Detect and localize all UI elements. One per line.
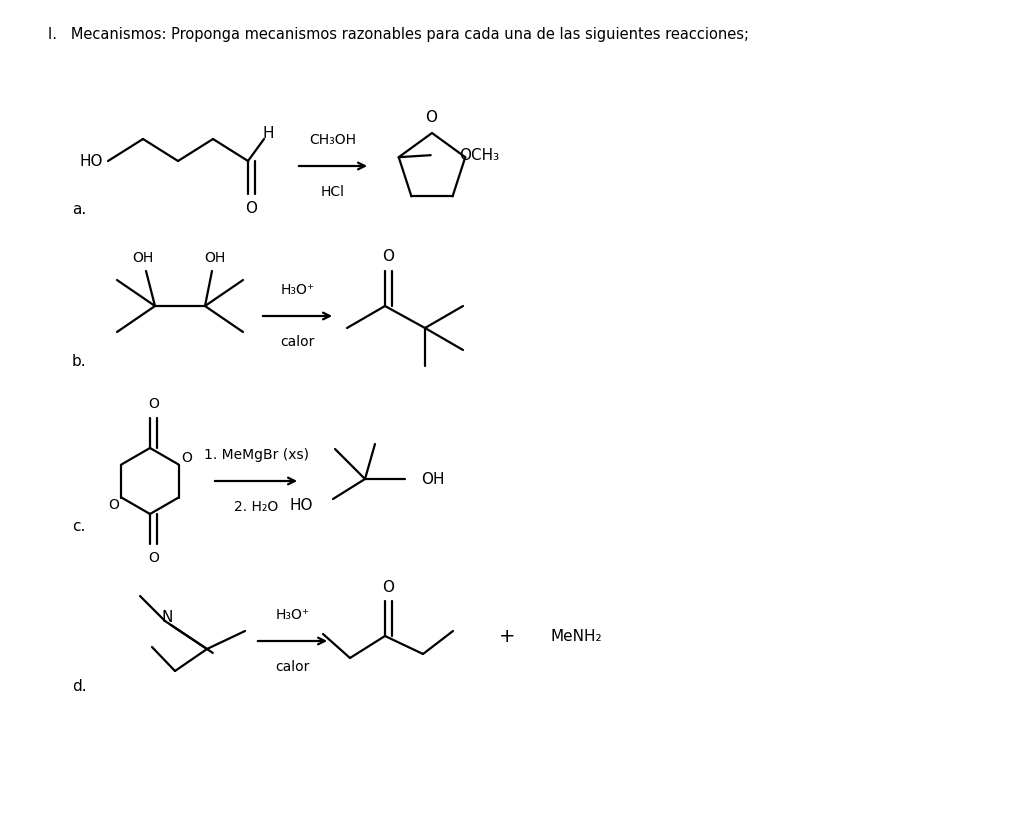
- Text: OH: OH: [421, 471, 444, 487]
- Text: HO: HO: [290, 498, 313, 512]
- Text: 1. MeMgBr (xs): 1. MeMgBr (xs): [204, 448, 308, 462]
- Text: H: H: [262, 126, 273, 140]
- Text: O: O: [383, 580, 394, 594]
- Text: O: O: [245, 200, 257, 215]
- Text: HO: HO: [80, 154, 103, 168]
- Text: H₃O⁺: H₃O⁺: [281, 283, 314, 297]
- Text: O: O: [147, 397, 159, 411]
- Text: calor: calor: [281, 335, 314, 349]
- Text: a.: a.: [72, 201, 86, 217]
- Text: OH: OH: [132, 251, 154, 265]
- Text: O: O: [108, 498, 119, 511]
- Text: +: +: [499, 626, 515, 645]
- Text: O: O: [425, 109, 437, 125]
- Text: HCl: HCl: [321, 185, 345, 199]
- Text: c.: c.: [72, 519, 85, 534]
- Text: OCH₃: OCH₃: [459, 148, 499, 163]
- Text: I.   Mecanismos: Proponga mecanismos razonables para cada una de las siguientes : I. Mecanismos: Proponga mecanismos razon…: [48, 26, 749, 42]
- Text: O: O: [147, 551, 159, 565]
- Text: d.: d.: [72, 678, 87, 694]
- Text: CH₃OH: CH₃OH: [309, 133, 356, 147]
- Text: 2. H₂O: 2. H₂O: [233, 500, 279, 514]
- Text: MeNH₂: MeNH₂: [550, 629, 602, 644]
- Text: N: N: [162, 609, 173, 625]
- Text: OH: OH: [205, 251, 225, 265]
- Text: H₃O⁺: H₃O⁺: [275, 608, 309, 622]
- Text: calor: calor: [275, 660, 309, 674]
- Text: O: O: [181, 451, 193, 465]
- Text: O: O: [383, 249, 394, 264]
- Text: b.: b.: [72, 354, 87, 369]
